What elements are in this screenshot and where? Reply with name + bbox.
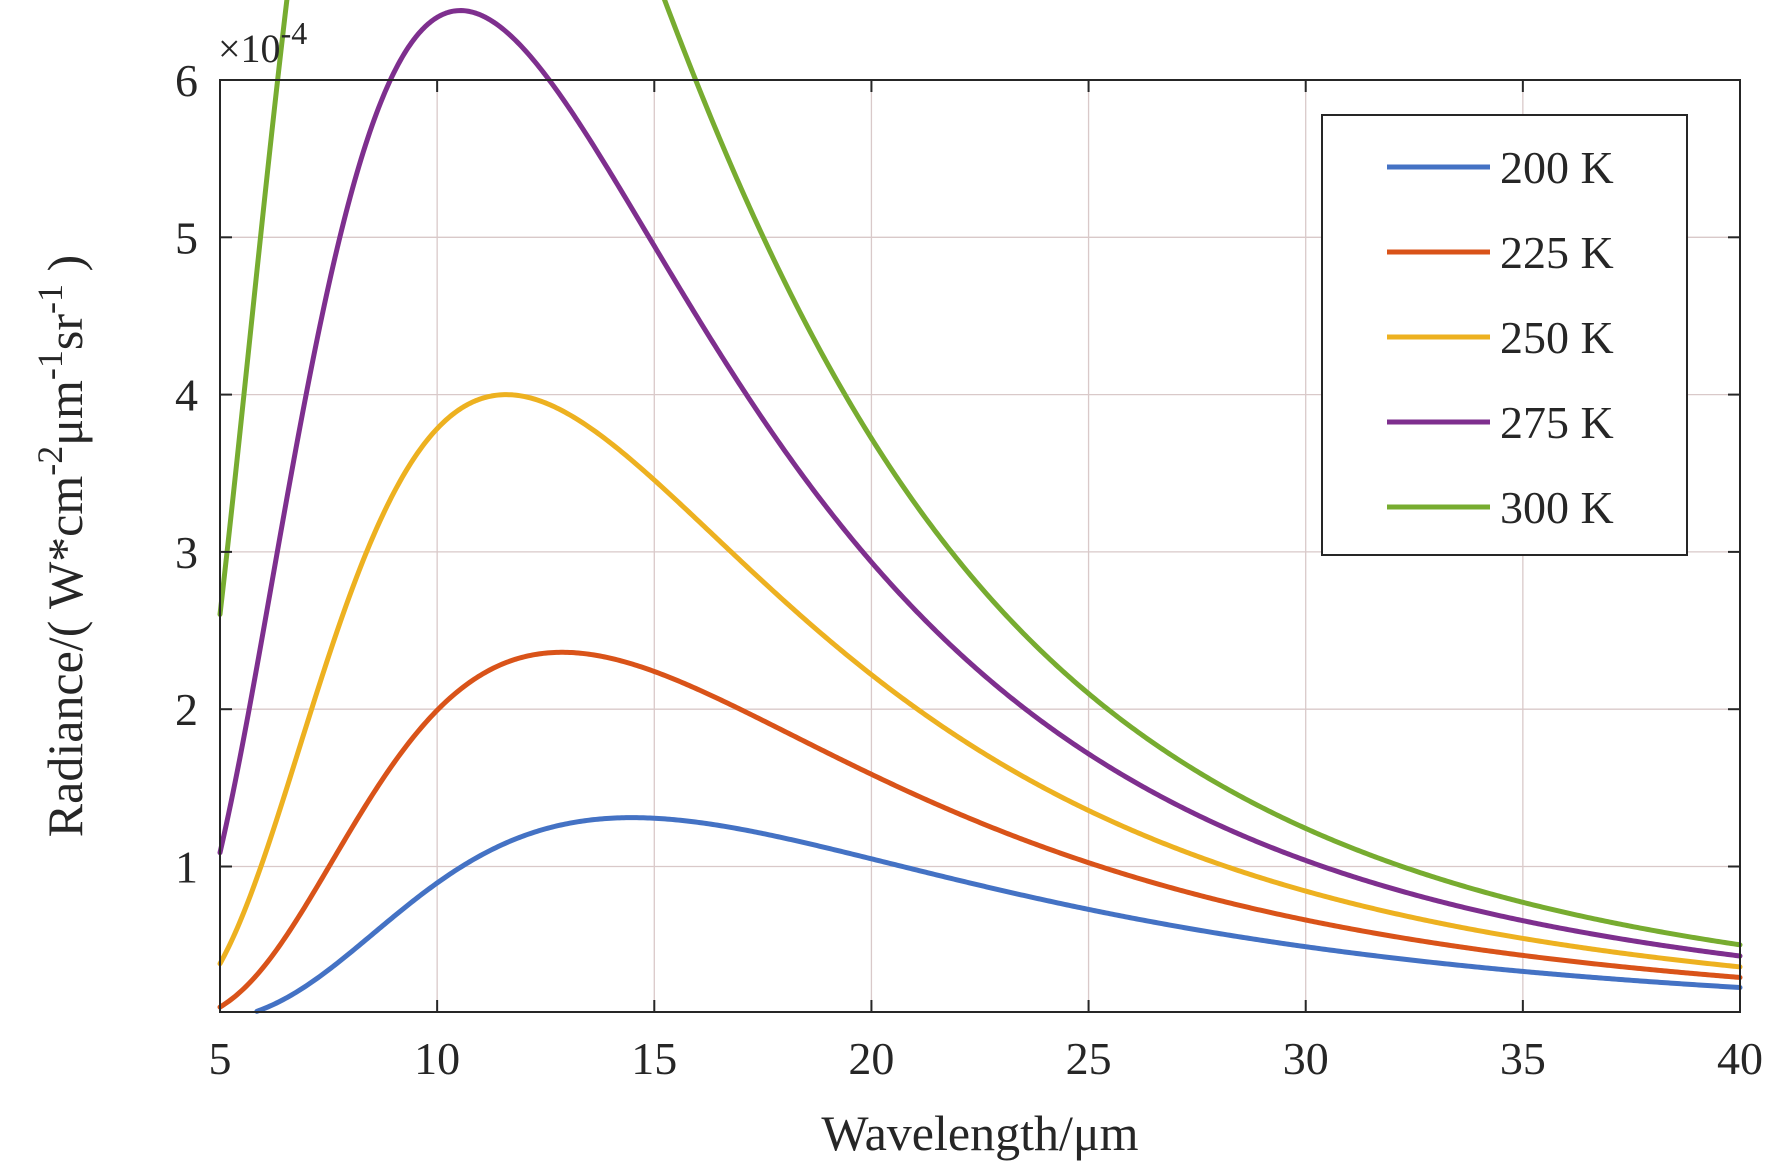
- x-tick-label: 40: [1717, 1033, 1763, 1084]
- y-tick-label: 1: [175, 841, 198, 892]
- legend-label: 300 K: [1500, 482, 1614, 533]
- y-tick-label: 4: [175, 370, 198, 421]
- x-axis-title: Wavelength/μm: [821, 1105, 1138, 1161]
- x-tick-label: 30: [1283, 1033, 1329, 1084]
- legend: 200 K 225 K 250 K 275 K 300 K: [1321, 114, 1688, 556]
- y-title-part-4: ): [37, 255, 93, 284]
- y-tick-labels: 1 2 3 4 5 6: [175, 55, 198, 892]
- y-title-sup-1: -2: [30, 446, 70, 476]
- y-exponent-base: ×10: [218, 26, 281, 71]
- series-lines: [217, 0, 1743, 1014]
- legend-label: 225 K: [1500, 227, 1614, 278]
- x-tick-labels: 5 10 15 20 25 30 35 40: [209, 1033, 1764, 1084]
- y-tick-label: 3: [175, 527, 198, 578]
- y-title-sup-2: -1: [30, 350, 70, 380]
- y-title-sup-3: -1: [30, 284, 70, 314]
- y-axis-title: Radiance/( W*cm-2μm-1sr-1 ): [30, 255, 93, 837]
- y-title-part-2: μm: [37, 380, 93, 446]
- y-tick-label: 2: [175, 684, 198, 735]
- series-line-225-k: [217, 649, 1743, 1010]
- y-title-part-3: sr: [37, 314, 93, 350]
- legend-label: 275 K: [1500, 397, 1614, 448]
- series-line-200-k: [254, 815, 1743, 1014]
- y-exponent-label: ×10-4: [218, 15, 307, 71]
- plot-frame: [219, 79, 1741, 1013]
- series-line-250-k: [217, 392, 1743, 970]
- x-tick-label: 5: [209, 1033, 232, 1084]
- y-exponent-power: -4: [281, 15, 308, 51]
- legend-label: 200 K: [1500, 142, 1614, 193]
- x-tick-label: 20: [848, 1033, 894, 1084]
- y-tick-label: 5: [175, 212, 198, 263]
- x-tick-label: 35: [1500, 1033, 1546, 1084]
- legend-label: 250 K: [1500, 312, 1614, 363]
- series-line-300-k: [217, 0, 1743, 948]
- series-line-275-k: [217, 8, 1743, 959]
- axis-ticks: [219, 79, 1741, 1012]
- x-tick-label: 25: [1066, 1033, 1112, 1084]
- y-tick-label: 6: [175, 55, 198, 106]
- legend-box: [1321, 114, 1688, 556]
- x-tick-label: 15: [631, 1033, 677, 1084]
- y-title-part-1: Radiance/( W*cm: [37, 476, 93, 838]
- x-tick-label: 10: [414, 1033, 460, 1084]
